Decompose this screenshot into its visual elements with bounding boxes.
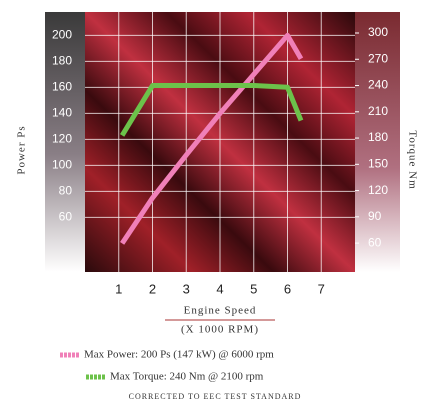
x-tick-label: 2 xyxy=(149,281,156,296)
y-axis-label: Power Ps xyxy=(16,125,28,174)
y-tick-label: 100 xyxy=(52,158,72,172)
series-line xyxy=(120,32,304,245)
y-tick-label: 80 xyxy=(59,184,73,198)
y-tick-label: 160 xyxy=(52,80,72,94)
y2-axis-label: Torque Nm xyxy=(406,130,418,189)
y2-tick-label: 210 xyxy=(368,104,388,118)
y2-tick-label: 60 xyxy=(368,235,382,249)
series-line xyxy=(119,83,304,137)
x-tick-label: 7 xyxy=(318,281,325,296)
right-axis-band xyxy=(355,12,400,272)
y2-tick-label: 150 xyxy=(368,156,388,170)
y-tick-label: 200 xyxy=(52,28,72,42)
x-tick-label: 6 xyxy=(284,281,291,296)
x-tick-label: 1 xyxy=(115,281,122,296)
y-tick-label: 180 xyxy=(52,54,72,68)
legend-label: Max Power: 200 Ps (147 kW) @ 6000 rpm xyxy=(84,349,274,361)
x-axis-label: Engine Speed xyxy=(184,305,257,317)
y2-tick-label: 270 xyxy=(368,51,388,65)
y-tick-label: 60 xyxy=(59,210,73,224)
y2-tick-label: 90 xyxy=(368,209,382,223)
x-tick-label: 3 xyxy=(183,281,190,296)
x-tick-label: 5 xyxy=(250,281,257,296)
note: CORRECTED TO EEC TEST STANDARD xyxy=(129,392,302,401)
y-tick-label: 140 xyxy=(52,106,72,120)
x-tick-label: 4 xyxy=(216,281,223,296)
y2-tick-label: 120 xyxy=(368,183,388,197)
legend-label: Max Torque: 240 Nm @ 2100 rpm xyxy=(110,371,264,383)
y2-tick-label: 240 xyxy=(368,78,388,92)
y-tick-label: 120 xyxy=(52,132,72,146)
left-axis-band xyxy=(45,12,85,272)
y2-tick-label: 180 xyxy=(368,130,388,144)
y2-tick-label: 300 xyxy=(368,25,388,39)
x-axis-sublabel: (X 1000 RPM) xyxy=(181,324,259,336)
